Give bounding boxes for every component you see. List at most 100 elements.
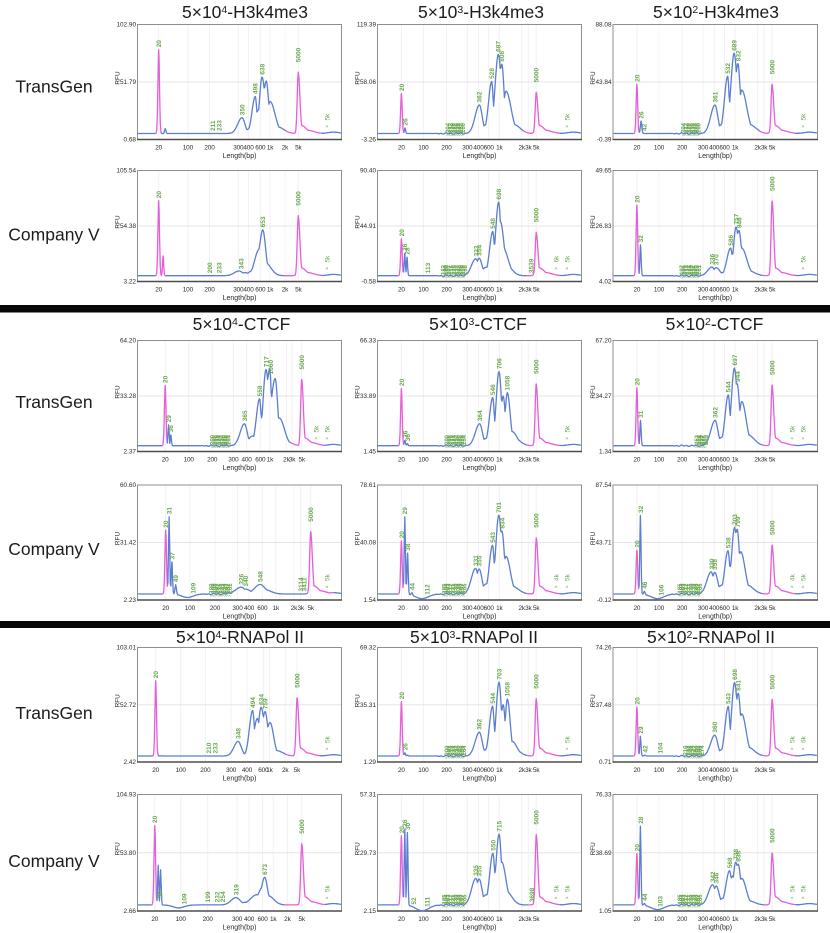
svg-text:228: 228 (453, 122, 459, 133)
svg-text:5k: 5k (295, 287, 302, 294)
svg-text:200: 200 (441, 605, 452, 612)
svg-text:1.29: 1.29 (364, 759, 377, 766)
svg-text:100: 100 (183, 145, 194, 152)
svg-text:^: ^ (227, 445, 230, 450)
svg-text:558: 558 (257, 385, 264, 396)
svg-text:5×102-RNAPol II: 5×102-RNAPol II (647, 627, 775, 647)
svg-text:234: 234 (222, 583, 228, 594)
svg-text:20: 20 (399, 83, 406, 91)
svg-text:5k: 5k (769, 916, 776, 923)
svg-text:^: ^ (566, 586, 569, 592)
svg-text:76.33: 76.33 (596, 792, 612, 799)
svg-text:300: 300 (226, 767, 237, 774)
svg-text:^: ^ (685, 275, 688, 280)
svg-text:Length(bp): Length(bp) (463, 614, 497, 621)
svg-text:400: 400 (473, 457, 484, 464)
svg-text:^: ^ (689, 275, 692, 280)
svg-text:^: ^ (452, 275, 455, 280)
svg-text:Length(bp): Length(bp) (698, 295, 732, 302)
svg-text:^: ^ (678, 594, 681, 599)
svg-text:257: 257 (696, 894, 702, 905)
svg-text:252: 252 (459, 122, 465, 133)
svg-text:^: ^ (566, 438, 569, 444)
svg-text:3539: 3539 (529, 258, 536, 273)
svg-text:400: 400 (709, 457, 720, 464)
svg-text:34.27: 34.27 (596, 393, 612, 400)
svg-text:^: ^ (228, 594, 231, 599)
svg-text:20: 20 (634, 74, 641, 82)
svg-text:260: 260 (461, 122, 467, 133)
svg-text:100: 100 (418, 767, 429, 774)
svg-text:264: 264 (462, 434, 468, 445)
svg-text:^: ^ (326, 438, 329, 444)
svg-text:300: 300 (228, 457, 239, 464)
svg-text:200: 200 (445, 745, 451, 756)
svg-text:^: ^ (692, 594, 695, 599)
svg-text:248: 248 (458, 745, 464, 756)
svg-text:4k: 4k (790, 573, 797, 581)
svg-text:^: ^ (457, 275, 460, 280)
svg-text:^: ^ (689, 133, 692, 138)
svg-text:^: ^ (688, 756, 691, 761)
svg-text:43.84: 43.84 (596, 79, 612, 86)
svg-text:199: 199 (205, 891, 212, 902)
svg-text:216: 216 (450, 745, 456, 756)
svg-text:^: ^ (217, 445, 220, 450)
svg-text:2.42: 2.42 (124, 759, 137, 766)
svg-text:224: 224 (452, 745, 458, 756)
svg-text:20: 20 (162, 457, 169, 464)
svg-text:^: ^ (791, 438, 794, 444)
svg-text:5k: 5k (294, 767, 301, 774)
svg-text:200: 200 (677, 457, 688, 464)
svg-text:20: 20 (398, 767, 405, 774)
svg-text:236: 236 (455, 122, 461, 133)
svg-text:33.28: 33.28 (120, 393, 136, 400)
svg-text:^: ^ (461, 133, 464, 138)
svg-text:400: 400 (473, 145, 484, 152)
svg-text:568: 568 (727, 857, 734, 868)
svg-text:5×104-CTCF: 5×104-CTCF (193, 314, 291, 334)
svg-text:221: 221 (451, 583, 457, 594)
svg-text:220: 220 (451, 122, 457, 133)
svg-text:342: 342 (710, 871, 717, 882)
svg-text:400: 400 (709, 605, 720, 612)
svg-text:2k: 2k (518, 145, 525, 152)
svg-text:^: ^ (445, 275, 448, 280)
svg-text:208: 208 (213, 434, 219, 445)
svg-text:^: ^ (219, 445, 222, 450)
svg-text:230: 230 (689, 583, 695, 594)
svg-text:600: 600 (719, 457, 730, 464)
svg-text:20: 20 (156, 191, 163, 199)
svg-text:36: 36 (405, 434, 412, 442)
svg-text:^: ^ (326, 126, 329, 132)
svg-text:250: 250 (459, 264, 465, 275)
svg-text:36: 36 (168, 425, 175, 433)
svg-text:5k: 5k (307, 605, 314, 612)
svg-text:44.91: 44.91 (360, 223, 376, 230)
svg-text:^: ^ (802, 438, 805, 444)
svg-text:2k: 2k (282, 145, 289, 152)
svg-text:20: 20 (633, 605, 640, 612)
svg-text:200: 200 (445, 434, 451, 445)
svg-text:^: ^ (695, 756, 698, 761)
svg-text:300: 300 (462, 145, 473, 152)
svg-text:^: ^ (450, 445, 453, 450)
svg-text:^: ^ (458, 905, 461, 910)
svg-text:^: ^ (445, 445, 448, 450)
svg-text:2k: 2k (283, 457, 290, 464)
svg-text:5k: 5k (790, 425, 797, 433)
svg-text:1k: 1k (496, 457, 503, 464)
svg-text:^: ^ (326, 897, 329, 903)
svg-text:3k: 3k (525, 457, 532, 464)
svg-text:100: 100 (654, 916, 665, 923)
svg-text:266: 266 (698, 583, 704, 594)
svg-text:43.71: 43.71 (596, 540, 612, 547)
svg-text:354: 354 (477, 244, 484, 255)
svg-text:5k: 5k (533, 916, 540, 923)
svg-text:200: 200 (677, 767, 688, 774)
svg-text:^: ^ (680, 594, 683, 599)
svg-text:^: ^ (458, 594, 461, 599)
svg-text:6k: 6k (554, 255, 561, 263)
svg-text:759: 759 (263, 698, 270, 709)
svg-text:^: ^ (454, 445, 457, 450)
